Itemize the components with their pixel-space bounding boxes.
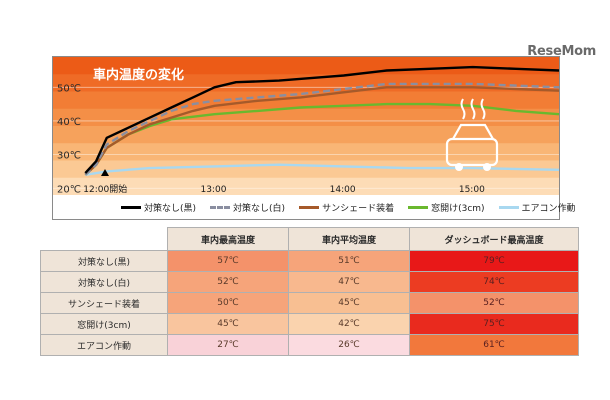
table-cell: 26℃ xyxy=(288,334,410,356)
background-band xyxy=(53,126,559,144)
y-tick-label: 50℃ xyxy=(57,83,81,94)
background-band xyxy=(53,57,559,75)
y-tick-label: 20℃ xyxy=(57,184,81,195)
table-row: エアコン作動 27℃ 26℃ 61℃ xyxy=(40,334,579,356)
col-header-dashboard-temp: ダッシュボード最高温度 xyxy=(409,227,579,251)
legend-swatch xyxy=(121,205,141,209)
legend-label: サンシェード装着 xyxy=(322,203,395,214)
row-label: エアコン作動 xyxy=(40,334,168,356)
table-row: 対策なし(白) 52℃ 47℃ 74℃ xyxy=(40,271,579,293)
x-tick-labels: 12:00開始 13:00 14:00 15:00 xyxy=(83,183,485,195)
table-cell: 50℃ xyxy=(167,292,289,314)
legend-label: 対策なし(白) xyxy=(233,203,286,214)
y-tick-label: 40℃ xyxy=(57,117,81,128)
temperature-chart: 20℃ 30℃ 40℃ 50℃ 12:00開始 13:00 14:00 15:00 車内温度… xyxy=(52,56,576,220)
table-cell: 52℃ xyxy=(167,271,289,293)
y-tick-label: 30℃ xyxy=(57,151,81,162)
legend-item: 対策なし(黒) xyxy=(121,201,196,214)
row-label: サンシェード装着 xyxy=(40,292,168,314)
resemom-logo: ReseMom xyxy=(527,44,596,59)
table-cell: 74℃ xyxy=(409,271,579,293)
legend-swatch xyxy=(210,205,231,209)
table-cell: 79℃ xyxy=(409,250,579,272)
table-row: 対策なし(黒) 57℃ 51℃ 79℃ xyxy=(40,250,579,272)
legend-item: エアコン作動 xyxy=(498,201,576,214)
chart-svg: 20℃ 30℃ 40℃ 50℃ 12:00開始 13:00 14:00 15:00 車内温度… xyxy=(53,57,559,195)
table-header-row: 車内最高温度 車内平均温度 ダッシュボード最高温度 xyxy=(40,227,579,251)
legend-label: 窓開け(3cm) xyxy=(431,203,485,214)
legend-item: 対策なし(白) xyxy=(210,201,285,214)
x-tick-label: 14:00 xyxy=(330,185,356,195)
legend-label: エアコン作動 xyxy=(521,203,576,214)
background-band xyxy=(53,108,559,127)
table-corner xyxy=(40,227,168,251)
series-lines xyxy=(84,65,559,176)
series-line xyxy=(84,82,559,176)
chart-title: 車内温度の変化 xyxy=(93,67,184,83)
background-band xyxy=(53,177,559,195)
table-cell: 42℃ xyxy=(288,313,410,335)
y-tick-labels: 20℃ 30℃ 40℃ 50℃ xyxy=(57,83,81,195)
car-icon xyxy=(445,98,499,171)
row-label: 対策なし(白) xyxy=(40,271,168,293)
table-cell: 51℃ xyxy=(288,250,410,272)
table-row: サンシェード装着 50℃ 45℃ 52℃ xyxy=(40,292,579,314)
series-line xyxy=(85,163,559,176)
legend-swatch xyxy=(408,205,429,209)
col-header-max-temp: 車内最高温度 xyxy=(167,227,289,251)
col-header-avg-temp: 車内平均温度 xyxy=(288,227,410,251)
table-cell: 45℃ xyxy=(288,292,410,314)
table-cell: 61℃ xyxy=(409,334,579,356)
row-label: 対策なし(黒) xyxy=(40,250,168,272)
x-tick-label: 15:00 xyxy=(459,185,485,195)
table-cell: 27℃ xyxy=(167,334,289,356)
x-tick-label: 12:00開始 xyxy=(83,183,127,195)
chart-legend: 対策なし(黒) 対策なし(白) サンシェード装着 窓開け(3cm) エアコン作動 xyxy=(53,195,576,219)
legend-item: 窓開け(3cm) xyxy=(408,201,485,214)
table-cell: 47℃ xyxy=(288,271,410,293)
series-line xyxy=(84,86,559,176)
summary-table: 車内最高温度 車内平均温度 ダッシュボード最高温度 対策なし(黒) 57℃ 51℃ 7… xyxy=(40,227,579,356)
x-tick-label: 13:00 xyxy=(200,185,226,195)
legend-item: サンシェード装着 xyxy=(299,201,394,214)
legend-swatch xyxy=(299,205,320,209)
table-cell: 57℃ xyxy=(167,250,289,272)
series-line xyxy=(84,65,559,174)
legend-swatch xyxy=(498,205,519,209)
background-band xyxy=(53,160,559,179)
table-cell: 52℃ xyxy=(409,292,579,314)
table-row: 窓開け(3cm) 45℃ 42℃ 75℃ xyxy=(40,313,579,335)
table-cell: 45℃ xyxy=(167,313,289,335)
background-band xyxy=(53,143,559,161)
table-cell: 75℃ xyxy=(409,313,579,335)
start-marker xyxy=(101,169,109,176)
row-label: 窓開け(3cm) xyxy=(40,313,168,335)
legend-label: 対策なし(黒) xyxy=(144,203,197,214)
